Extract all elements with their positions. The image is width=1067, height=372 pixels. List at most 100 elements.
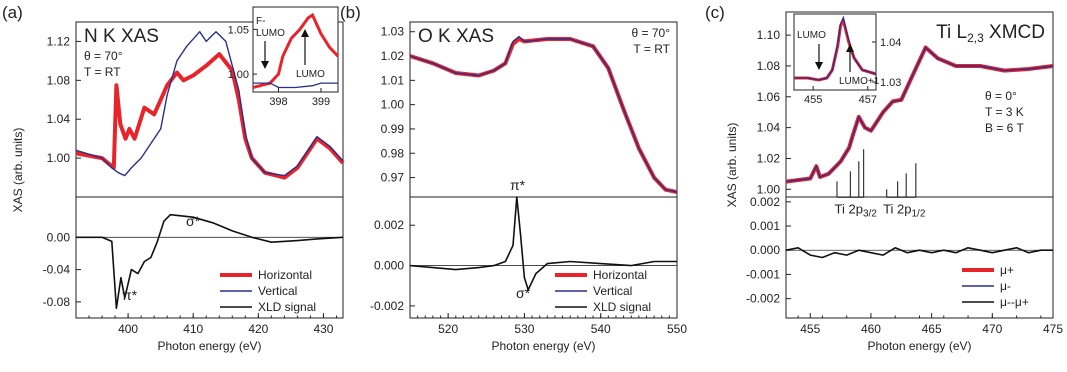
panel-3: (c) 455 460 465 470 475 Photon energy (eV) 1.10…	[705, 3, 1063, 353]
condition-label: T = RT	[633, 42, 670, 56]
y-tick-label: 0.001	[750, 219, 780, 233]
x-tick-label: 410	[183, 322, 203, 336]
y-tick-label: 1.00	[47, 151, 71, 165]
y-tick-label: 0.97	[381, 171, 405, 185]
inset-x-tick-label: 455	[804, 94, 822, 106]
inset-y-tick-label: 1.04	[880, 37, 901, 49]
x-tick-label: 470	[982, 322, 1002, 336]
plot-frame	[75, 21, 344, 319]
annotation-pi: π*	[122, 287, 138, 303]
y-tick-label: 1.03	[381, 25, 405, 39]
inset-label: LUMO	[256, 28, 285, 39]
legend-label: Horizontal	[593, 268, 647, 282]
x-tick-label: 420	[248, 322, 268, 336]
y-tick-label: 1.00	[381, 98, 405, 112]
condition-label: T = RT	[84, 65, 121, 79]
series-line	[785, 46, 1054, 183]
y-tick-label: 1.04	[757, 121, 781, 135]
series-line	[785, 247, 1053, 259]
inset-arrowhead	[815, 62, 823, 70]
y-tick-label: 1.12	[47, 34, 71, 48]
y-tick-label: 0.002	[374, 218, 404, 232]
chart-title: O K XAS	[418, 26, 494, 47]
y-tick-label: 1.02	[757, 151, 781, 165]
x-tick-label: 530	[514, 322, 534, 336]
inset-series-line	[253, 82, 338, 89]
plot-frame	[409, 21, 678, 319]
series-line	[409, 196, 677, 291]
y-tick-label: 1.04	[47, 112, 71, 126]
inset-label: LUMO	[797, 30, 826, 41]
annotation-sigma: σ*	[186, 213, 201, 229]
multiplet-label: Ti 2p3/2	[835, 201, 878, 219]
inset-arrowhead	[261, 61, 269, 69]
legend-label: μ--μ+	[1000, 295, 1029, 309]
inset-series-line	[252, 12, 340, 89]
x-tick-label: 475	[1043, 322, 1063, 336]
inset-label: LUMO	[296, 69, 325, 80]
x-axis-label: Photon energy (eV)	[491, 339, 595, 353]
inset-x-tick-label: 457	[859, 94, 877, 106]
legend: μ+ μ-μ--μ+	[962, 263, 1029, 309]
series-line	[409, 37, 678, 195]
x-tick-label: 550	[667, 322, 687, 336]
y-axis-label: XAS (arb. units)	[725, 123, 739, 208]
x-tick-label: 455	[800, 322, 820, 336]
panel-letter: (b)	[340, 3, 361, 22]
inset-y-tick-label: 1.03	[880, 77, 901, 89]
y-tick-label: 0.00	[47, 230, 71, 244]
y-tick-label: -0.08	[43, 295, 71, 309]
x-tick-label: 540	[591, 322, 611, 336]
chart-title: N K XAS	[84, 26, 159, 47]
x-axis-label: Photon energy (eV)	[157, 339, 261, 353]
x-axis-label: Photon energy (eV)	[867, 339, 971, 353]
inset-frame	[252, 6, 339, 93]
y-tick-label: 1.01	[381, 73, 405, 87]
panel-1: (a) 400 410 420 430 Photon energy (eV) 1.12 1.0…	[2, 3, 345, 353]
y-tick-label: 0.99	[381, 122, 405, 136]
y-tick-label: 1.02	[381, 49, 405, 63]
condition-label: θ = 70°	[84, 49, 123, 63]
x-tick-label: 400	[118, 322, 138, 336]
y-tick-label: 1.08	[47, 73, 71, 87]
inset-label: F-	[256, 16, 265, 27]
y-tick-label: -0.002	[370, 299, 404, 313]
legend-label: Vertical	[258, 284, 297, 298]
inset-series-line	[794, 16, 877, 81]
x-tick-label: 460	[861, 322, 881, 336]
inset-y-tick-label: 1.05	[228, 24, 249, 36]
inset-y-tick-label: 1.00	[228, 69, 249, 81]
panel-letter: (c)	[705, 3, 725, 22]
series-line	[75, 31, 344, 177]
panel-2: (b) 520 530 540 550 Photon energy (eV) 1.03 1.0…	[340, 3, 687, 353]
annotation-pi: π*	[510, 177, 526, 193]
condition-label: θ = 70°	[632, 26, 671, 40]
legend-label: XLD signal	[258, 300, 316, 314]
panel-letter: (a)	[2, 3, 23, 22]
inset-x-tick-label: 399	[312, 96, 330, 108]
y-tick-label: 0.98	[381, 146, 405, 160]
inset-label: LUMO+1	[839, 76, 880, 87]
annotation-sigma: σ*	[516, 285, 531, 301]
y-tick-label: 1.10	[757, 28, 781, 42]
legend-label: Vertical	[593, 284, 632, 298]
y-tick-label: 1.00	[757, 182, 781, 196]
multiplet-label: Ti 2p1/2	[883, 201, 926, 219]
inset-x-tick-label: 398	[269, 96, 287, 108]
y-tick-label: 0.002	[750, 195, 780, 209]
y-tick-label: 1.08	[757, 59, 781, 73]
condition-label: θ = 0°	[985, 89, 1017, 103]
x-tick-label: 465	[922, 322, 942, 336]
x-tick-label: 430	[313, 322, 333, 336]
x-tick-label: 520	[438, 322, 458, 336]
series-line	[76, 213, 344, 310]
series-line	[75, 52, 345, 180]
y-tick-label: -0.001	[746, 267, 780, 281]
legend: Horizontal Vertical XLD signal	[220, 268, 316, 314]
inset-arrowhead	[846, 44, 854, 52]
series-line	[409, 35, 678, 193]
y-axis-label: XAS (arb. units)	[11, 128, 25, 213]
legend-label: XLD signal	[593, 300, 651, 314]
